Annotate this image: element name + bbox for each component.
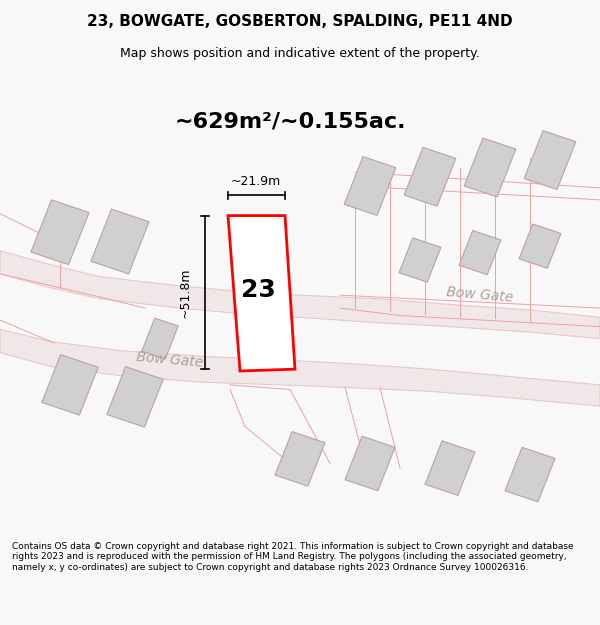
- Polygon shape: [505, 448, 555, 502]
- Polygon shape: [0, 251, 600, 339]
- Text: Contains OS data © Crown copyright and database right 2021. This information is : Contains OS data © Crown copyright and d…: [12, 542, 574, 572]
- Polygon shape: [91, 209, 149, 274]
- Polygon shape: [345, 436, 395, 491]
- Text: 23, BOWGATE, GOSBERTON, SPALDING, PE11 4ND: 23, BOWGATE, GOSBERTON, SPALDING, PE11 4…: [87, 14, 513, 29]
- Text: ~21.9m: ~21.9m: [231, 175, 281, 188]
- Polygon shape: [459, 231, 501, 275]
- Text: Bow Gate: Bow Gate: [446, 285, 514, 305]
- Polygon shape: [519, 224, 561, 268]
- Text: ~51.8m: ~51.8m: [179, 267, 191, 318]
- Polygon shape: [524, 131, 576, 189]
- Polygon shape: [42, 354, 98, 415]
- Text: ~629m²/~0.155ac.: ~629m²/~0.155ac.: [174, 111, 406, 131]
- Text: 23: 23: [241, 278, 275, 302]
- Polygon shape: [344, 156, 396, 216]
- Text: Bow Gate: Bow Gate: [136, 350, 204, 370]
- Polygon shape: [399, 238, 441, 282]
- Polygon shape: [0, 329, 600, 406]
- Polygon shape: [425, 441, 475, 496]
- Polygon shape: [404, 148, 456, 206]
- Polygon shape: [228, 216, 295, 371]
- Text: Map shows position and indicative extent of the property.: Map shows position and indicative extent…: [120, 48, 480, 61]
- Polygon shape: [275, 432, 325, 486]
- Polygon shape: [464, 138, 516, 197]
- Polygon shape: [31, 200, 89, 264]
- Polygon shape: [107, 367, 163, 427]
- Polygon shape: [142, 318, 178, 359]
